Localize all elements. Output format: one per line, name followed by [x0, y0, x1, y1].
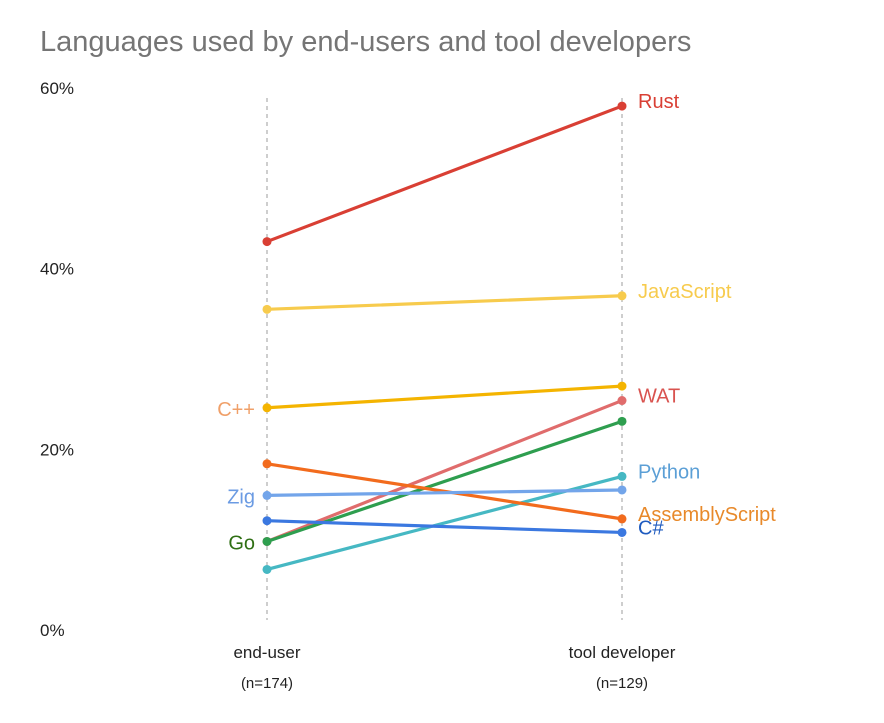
series-zig [262, 485, 627, 500]
category-label: end-user [233, 643, 300, 662]
series-label-assemblyscript: AssemblyScript [638, 504, 776, 526]
series-javascript [262, 291, 627, 314]
series-c [262, 381, 627, 413]
series-label-c: C++ [217, 399, 255, 421]
series-label-rust: Rust [638, 91, 680, 113]
data-point [617, 416, 627, 426]
series-labels: Rust JavaScript C++ WAT Go Python AssemblyScri… [217, 91, 776, 554]
series-line [265, 398, 624, 544]
data-point [617, 471, 627, 481]
series-group [262, 101, 627, 574]
category-sample-size: (n=129) [596, 675, 648, 692]
category-label: tool developer [569, 643, 676, 662]
data-point [262, 237, 272, 247]
data-point [617, 381, 627, 391]
data-point [617, 291, 627, 301]
series-label-c: C# [638, 517, 664, 539]
series-label-zig: Zig [227, 486, 255, 508]
series-line [265, 104, 624, 244]
data-point [617, 396, 627, 406]
data-point [262, 459, 272, 469]
series-label-javascript: JavaScript [638, 281, 732, 303]
data-point [617, 514, 627, 524]
data-point [262, 490, 272, 500]
y-tick-label: 20% [40, 440, 74, 459]
data-point [262, 564, 272, 574]
data-point [262, 304, 272, 314]
series-c [262, 516, 627, 537]
data-point [262, 536, 272, 546]
series-label-wat: WAT [638, 386, 680, 408]
category-sample-size: (n=174) [241, 675, 293, 692]
series-rust [262, 101, 627, 247]
data-point [262, 516, 272, 526]
series-line [265, 384, 624, 410]
data-point [617, 101, 627, 111]
data-point [617, 527, 627, 537]
data-point [262, 403, 272, 413]
y-tick-label: 0% [40, 621, 65, 640]
y-tick-label: 40% [40, 260, 74, 279]
data-point [617, 485, 627, 495]
series-label-python: Python [638, 461, 700, 483]
category-guides [266, 98, 623, 620]
series-label-go: Go [228, 532, 255, 554]
series-line [265, 294, 624, 311]
x-axis: end-user (n=174) tool developer (n=129) [233, 643, 675, 692]
y-axis: 0% 20% 40% 60% [40, 79, 74, 640]
series-line [265, 488, 624, 498]
y-tick-label: 60% [40, 79, 74, 98]
series-line [265, 519, 624, 535]
chart-title: Languages used by end-users and tool dev… [40, 26, 691, 58]
